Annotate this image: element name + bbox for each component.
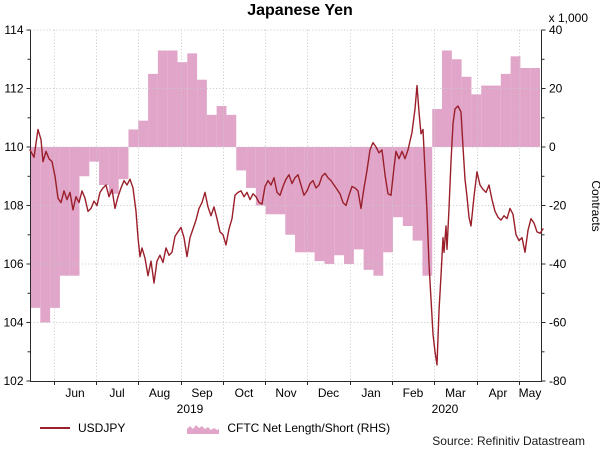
legend-item-cftc: CFTC Net Length/Short (RHS) bbox=[187, 421, 390, 435]
cftc-bar bbox=[50, 147, 60, 308]
right-axis-tick-label: -60 bbox=[549, 316, 567, 330]
left-axis-tick-label: 114 bbox=[4, 23, 23, 37]
left-axis-tick-label: 102 bbox=[3, 374, 23, 388]
cftc-bar bbox=[40, 147, 51, 323]
month-tick-label: Aug bbox=[149, 386, 170, 400]
cftc-bar bbox=[128, 129, 139, 147]
left-axis-tick-label: 106 bbox=[3, 257, 23, 271]
cftc-bar bbox=[108, 147, 119, 194]
legend: USDJPY CFTC Net Length/Short (RHS) bbox=[40, 420, 390, 436]
right-axis-tick-label: -40 bbox=[549, 257, 567, 271]
cftc-bar bbox=[432, 108, 443, 147]
right-axis-tick-label: -80 bbox=[549, 374, 567, 388]
cftc-bar bbox=[148, 73, 158, 148]
cftc-bar bbox=[442, 50, 452, 148]
chart-title: Japanese Yen bbox=[247, 2, 353, 19]
year-label: 2020 bbox=[432, 402, 459, 416]
source-text: Source: Refinitiv Datastream bbox=[432, 434, 585, 448]
month-tick-label: Jan bbox=[361, 386, 380, 400]
cftc-bar bbox=[79, 147, 90, 177]
cftc-bar bbox=[197, 79, 207, 147]
right-axis-tick-label: 20 bbox=[549, 82, 563, 96]
cftc-bar bbox=[324, 147, 335, 264]
legend-label-cftc: CFTC Net Length/Short (RHS) bbox=[227, 421, 391, 435]
cftc-bar bbox=[402, 147, 413, 226]
line-swatch-icon bbox=[40, 427, 70, 429]
cftc-bar bbox=[530, 68, 540, 147]
left-axis-tick-label: 112 bbox=[4, 82, 23, 96]
cftc-bar bbox=[451, 59, 462, 147]
cftc-bar bbox=[285, 147, 296, 235]
month-tick-label: Jun bbox=[65, 386, 84, 400]
cftc-bar bbox=[461, 76, 472, 147]
right-axis-tick-label: 40 bbox=[549, 23, 563, 37]
cftc-bar bbox=[363, 147, 374, 270]
cftc-bar bbox=[69, 147, 80, 276]
cftc-bar bbox=[246, 147, 256, 188]
cftc-bar bbox=[373, 147, 384, 276]
gridlines bbox=[30, 29, 541, 381]
cftc-bar bbox=[118, 147, 129, 180]
month-tick-label: Feb bbox=[403, 386, 424, 400]
cftc-bar bbox=[491, 85, 501, 147]
cftc-bar bbox=[295, 147, 305, 253]
month-tick-label: Sep bbox=[191, 386, 213, 400]
cftc-bar bbox=[481, 85, 492, 147]
year-label: 2019 bbox=[177, 402, 204, 416]
month-tick-label: Mar bbox=[445, 386, 466, 400]
cftc-bar bbox=[383, 147, 394, 253]
cftc-bar bbox=[255, 147, 266, 206]
cftc-bar bbox=[167, 50, 178, 148]
cftc-bar bbox=[206, 114, 217, 147]
month-tick-label: Dec bbox=[318, 386, 339, 400]
cftc-bar bbox=[314, 147, 325, 262]
cftc-bar bbox=[59, 147, 70, 276]
cftc-bar bbox=[138, 120, 149, 147]
cftc-bar bbox=[30, 147, 41, 308]
area-swatch-icon bbox=[187, 423, 220, 434]
cftc-bar bbox=[187, 53, 198, 147]
cftc-bar bbox=[412, 147, 423, 241]
left-axis-tick-label: 108 bbox=[3, 199, 23, 213]
axes bbox=[26, 29, 546, 385]
cftc-bar bbox=[89, 147, 100, 162]
cftc-bar bbox=[275, 147, 286, 215]
cftc-bar bbox=[471, 94, 482, 147]
cftc-bar bbox=[520, 68, 531, 147]
month-tick-label: Jul bbox=[109, 386, 124, 400]
legend-item-usdjpy: USDJPY bbox=[40, 421, 125, 435]
month-tick-label: Apr bbox=[489, 386, 508, 400]
month-tick-label: May bbox=[519, 386, 542, 400]
cftc-bar bbox=[500, 73, 511, 148]
cftc-bar bbox=[236, 147, 247, 171]
cftc-bar bbox=[216, 106, 227, 147]
cftc-bar bbox=[157, 50, 168, 148]
left-axis-tick-label: 110 bbox=[4, 140, 23, 154]
left-axis-tick-label: 104 bbox=[3, 316, 23, 330]
right-axis-tick-label: -20 bbox=[549, 199, 567, 213]
axis-labels: 114 112 110 108 106 104 102 40 20 0 -20 -40 -60 -80 Ju… bbox=[3, 23, 566, 416]
cftc-bar bbox=[393, 147, 403, 218]
cftc-bar bbox=[99, 147, 109, 186]
month-tick-label: Oct bbox=[235, 386, 254, 400]
legend-label-usdjpy: USDJPY bbox=[78, 421, 126, 435]
month-tick-label: Nov bbox=[275, 386, 296, 400]
usdjpy-price-line bbox=[29, 84, 544, 366]
cftc-bar bbox=[510, 56, 521, 147]
cftc-bar bbox=[334, 147, 345, 256]
cftc-bar bbox=[177, 62, 188, 147]
cftc-bar bbox=[265, 147, 276, 215]
right-axis-title: Contracts bbox=[589, 180, 600, 231]
cftc-bar bbox=[226, 114, 237, 147]
cftc-bar bbox=[344, 147, 354, 264]
cftc-bar bbox=[304, 147, 315, 253]
right-axis-tick-label: 0 bbox=[549, 140, 556, 154]
right-axis-unit-label: x 1,000 bbox=[549, 11, 589, 25]
